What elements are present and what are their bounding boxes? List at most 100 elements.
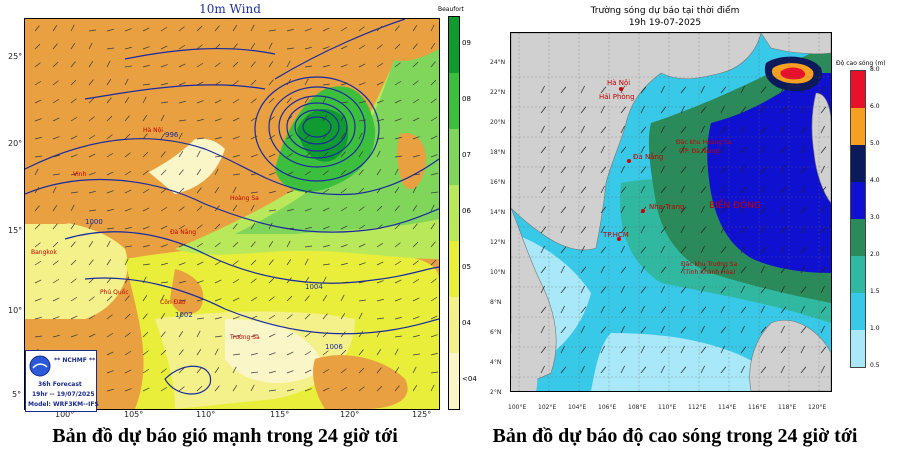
wave-direction-arrow bbox=[700, 325, 705, 334]
wind-barb bbox=[322, 294, 328, 302]
nchmf-logo-icon bbox=[29, 355, 51, 377]
wind-barb bbox=[160, 101, 168, 104]
wave-direction-arrow bbox=[620, 346, 627, 354]
wave-direction-arrow bbox=[820, 146, 827, 154]
wind-barb bbox=[52, 154, 60, 158]
city-label: Côn Đảo bbox=[160, 299, 186, 306]
wind-barb bbox=[358, 119, 366, 122]
wave-legend-swatch bbox=[851, 145, 865, 182]
wave-direction-arrow bbox=[600, 326, 607, 334]
wind-barb bbox=[142, 96, 147, 104]
wave-direction-arrow bbox=[540, 325, 545, 334]
wind-barb bbox=[304, 276, 310, 284]
wave-direction-arrow bbox=[600, 126, 607, 134]
wave-direction-arrow bbox=[640, 145, 645, 154]
wave-direction-arrow bbox=[680, 305, 685, 314]
wave-direction-arrow bbox=[600, 145, 605, 154]
wave-direction-arrow bbox=[640, 366, 647, 374]
wave-direction-arrow bbox=[680, 206, 687, 214]
wind-barb bbox=[232, 80, 239, 86]
wind-barb bbox=[376, 150, 381, 158]
wind-barb bbox=[124, 313, 131, 320]
wind-barb bbox=[412, 316, 420, 320]
wave-direction-arrow bbox=[580, 346, 587, 354]
wave-legend-swatch bbox=[851, 330, 865, 367]
wind-barb bbox=[322, 64, 330, 68]
wave-direction-arrow bbox=[540, 266, 547, 274]
wave-direction-arrow bbox=[660, 346, 667, 354]
wave-direction-arrow bbox=[740, 85, 745, 94]
wind-barb bbox=[70, 334, 78, 338]
wind-barb bbox=[142, 331, 149, 338]
wind-barb bbox=[142, 350, 149, 356]
wave-direction-arrow bbox=[620, 306, 627, 314]
wave-direction-arrow bbox=[560, 206, 567, 214]
wave-direction-arrow bbox=[800, 225, 805, 234]
wind-barb bbox=[160, 294, 165, 302]
wave-direction-arrow bbox=[800, 105, 805, 114]
wind-barb bbox=[106, 277, 112, 284]
wind-barb bbox=[124, 96, 130, 104]
wind-barb bbox=[412, 24, 418, 32]
wave-direction-arrow bbox=[560, 345, 565, 354]
wave-direction-arrow bbox=[720, 265, 725, 274]
wave-direction-arrow bbox=[600, 305, 605, 314]
wind-barb bbox=[322, 83, 330, 86]
wave-direction-arrow bbox=[620, 266, 627, 274]
wind-barb bbox=[304, 226, 312, 230]
wind-legend-bar bbox=[448, 16, 460, 410]
wave-direction-arrow bbox=[580, 85, 585, 94]
wave-direction-arrow bbox=[540, 346, 547, 354]
wind-barb bbox=[178, 280, 186, 284]
wind-barb bbox=[88, 277, 95, 284]
wind-barb bbox=[214, 118, 222, 122]
wind-barb bbox=[214, 99, 222, 104]
wind-barb bbox=[250, 259, 257, 266]
wave-direction-arrow bbox=[660, 365, 665, 374]
wind-barb bbox=[232, 260, 239, 266]
wave-direction-arrow bbox=[820, 266, 827, 274]
label-nhatrang: Nha Trang bbox=[649, 203, 685, 211]
wind-barb bbox=[358, 132, 363, 140]
wind-barb bbox=[340, 386, 348, 392]
wind-barb bbox=[412, 186, 417, 194]
wave-legend-tick: 5.0 bbox=[870, 140, 880, 147]
wind-barb bbox=[88, 296, 95, 302]
wind-barb bbox=[124, 65, 132, 68]
wind-barb bbox=[322, 244, 330, 248]
wind-barb bbox=[142, 46, 150, 50]
wind-barb bbox=[124, 152, 131, 158]
wave-direction-arrow bbox=[700, 186, 707, 194]
wind-barb bbox=[376, 137, 384, 140]
wind-barb bbox=[106, 295, 113, 302]
wave-direction-arrow bbox=[660, 106, 667, 114]
wind-barb bbox=[52, 136, 60, 140]
wave-lat-label: 14°N bbox=[490, 209, 506, 216]
wind-barb bbox=[34, 99, 42, 104]
wind-barb bbox=[106, 388, 114, 392]
wind-barb bbox=[106, 240, 111, 248]
wind-barb bbox=[322, 276, 327, 284]
wind-barb bbox=[340, 114, 345, 122]
wave-direction-arrow bbox=[680, 286, 687, 294]
wind-barb bbox=[286, 28, 294, 32]
wind-barb bbox=[376, 25, 383, 32]
wave-map-title-line2: 19h 19-07-2025 bbox=[628, 18, 702, 28]
wind-barb bbox=[430, 154, 438, 158]
wind-barb bbox=[250, 315, 258, 320]
wind-barb bbox=[214, 298, 222, 302]
info-valid: 19hr -- 19/07/2025 bbox=[32, 391, 95, 398]
wave-direction-arrow bbox=[760, 206, 767, 214]
wind-barb bbox=[430, 222, 436, 230]
wind-barb bbox=[106, 115, 113, 122]
city-label: Phú Quốc bbox=[100, 289, 129, 296]
wave-lon-label: 100°E bbox=[508, 404, 527, 411]
wave-direction-arrow bbox=[720, 305, 725, 314]
wave-direction-arrow bbox=[820, 346, 827, 354]
wind-barb bbox=[196, 44, 203, 50]
wind-barb bbox=[52, 241, 59, 248]
wave-direction-arrow bbox=[700, 205, 705, 214]
wind-barb bbox=[322, 96, 327, 104]
wave-direction-arrow bbox=[560, 326, 567, 334]
wind-barb bbox=[160, 368, 167, 374]
